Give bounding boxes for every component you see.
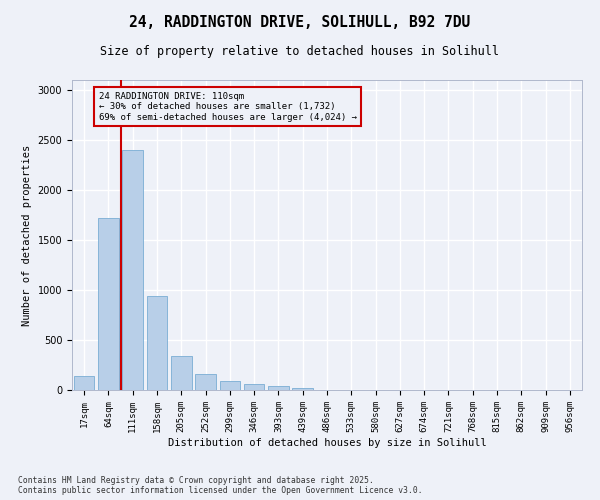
Bar [268, 386, 289, 390]
Bar [171, 356, 191, 390]
Y-axis label: Number of detached properties: Number of detached properties [22, 144, 32, 326]
Text: Size of property relative to detached houses in Solihull: Size of property relative to detached ho… [101, 45, 499, 58]
Bar [220, 381, 240, 390]
Bar [195, 374, 216, 390]
Bar [74, 376, 94, 390]
Bar [122, 150, 143, 390]
Bar [146, 296, 167, 390]
Text: 24, RADDINGTON DRIVE, SOLIHULL, B92 7DU: 24, RADDINGTON DRIVE, SOLIHULL, B92 7DU [130, 15, 470, 30]
X-axis label: Distribution of detached houses by size in Solihull: Distribution of detached houses by size … [167, 438, 487, 448]
Bar [244, 384, 265, 390]
Text: Contains HM Land Registry data © Crown copyright and database right 2025.
Contai: Contains HM Land Registry data © Crown c… [18, 476, 422, 495]
Bar [98, 218, 119, 390]
Bar [292, 388, 313, 390]
Text: 24 RADDINGTON DRIVE: 110sqm
← 30% of detached houses are smaller (1,732)
69% of : 24 RADDINGTON DRIVE: 110sqm ← 30% of det… [99, 92, 357, 122]
